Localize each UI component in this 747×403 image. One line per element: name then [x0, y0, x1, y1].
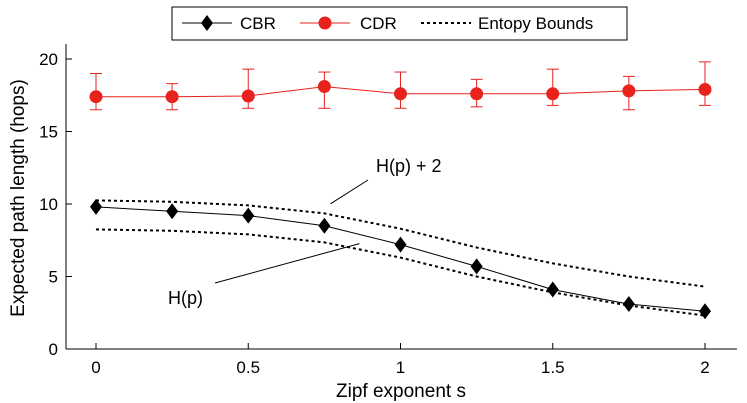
legend-cdr-label: CDR: [360, 14, 397, 33]
legend-item-cdr: CDR: [300, 14, 397, 33]
data-point-cdr: [622, 84, 636, 98]
data-point-cbr: [622, 296, 635, 313]
data-point-cbr: [318, 217, 331, 234]
data-point-cdr: [698, 82, 712, 96]
series-h-p: [95, 228, 706, 317]
data-point-cbr: [699, 303, 711, 320]
annotation-lower-text: H(p): [168, 288, 203, 308]
series-h-p-2: [95, 199, 706, 288]
data-point-cdr: [394, 87, 407, 101]
y-tick-label: 20: [39, 50, 58, 69]
series-layer: [89, 61, 712, 320]
x-tick-label: 1: [396, 358, 405, 377]
data-point-cbr: [546, 281, 559, 298]
legend-item-cbr: CBR: [182, 14, 276, 33]
annotation-upper-pointer: [330, 179, 369, 205]
legend-item-entropy: Entopy Bounds: [421, 14, 593, 33]
data-point-cbr: [166, 203, 179, 220]
data-point-cbr: [394, 236, 407, 253]
data-point-cbr: [470, 258, 483, 275]
annotation-upper-text: H(p) + 2: [376, 156, 442, 176]
data-point-cbr: [242, 207, 255, 224]
series-cdr: [89, 61, 712, 111]
x-tick-label: 0.5: [236, 358, 260, 377]
legend-entropy-label: Entopy Bounds: [478, 14, 593, 33]
series-line-h-p-2: [95, 199, 706, 288]
annotation-lower: H(p): [168, 243, 360, 308]
data-point-cdr: [546, 87, 560, 101]
legend-box: [171, 6, 628, 41]
x-axis-label: Zipf exponent s: [336, 381, 466, 402]
annotation-lower-pointer: [214, 243, 360, 284]
legend: CBR CDR Entopy Bounds: [171, 6, 628, 41]
y-tick-label: 0: [49, 340, 58, 359]
y-tick-label: 5: [49, 268, 58, 287]
series-cbr: [90, 198, 711, 320]
y-ticks: 0 5 10 15 20: [39, 50, 72, 359]
data-point-cdr: [241, 89, 255, 103]
x-ticks: 0 0.5 1 1.5 2: [91, 343, 710, 377]
legend-cbr-marker: [201, 15, 213, 31]
y-axis-label: Expected path length (hops): [8, 79, 29, 317]
y-tick-label: 15: [39, 123, 58, 142]
data-point-cdr: [89, 90, 103, 104]
data-point-cdr: [165, 90, 179, 104]
axes: [65, 44, 737, 350]
legend-cbr-label: CBR: [240, 14, 276, 33]
annotation-upper: H(p) + 2: [330, 156, 442, 205]
data-point-cdr: [317, 80, 331, 94]
data-point-cbr: [90, 198, 102, 215]
y-tick-label: 10: [39, 195, 58, 214]
x-tick-label: 0: [91, 358, 100, 377]
legend-cdr-marker: [318, 16, 332, 30]
series-line-h-p: [95, 228, 706, 317]
x-tick-label: 1.5: [541, 358, 565, 377]
x-tick-label: 2: [700, 358, 709, 377]
data-point-cdr: [470, 87, 484, 101]
